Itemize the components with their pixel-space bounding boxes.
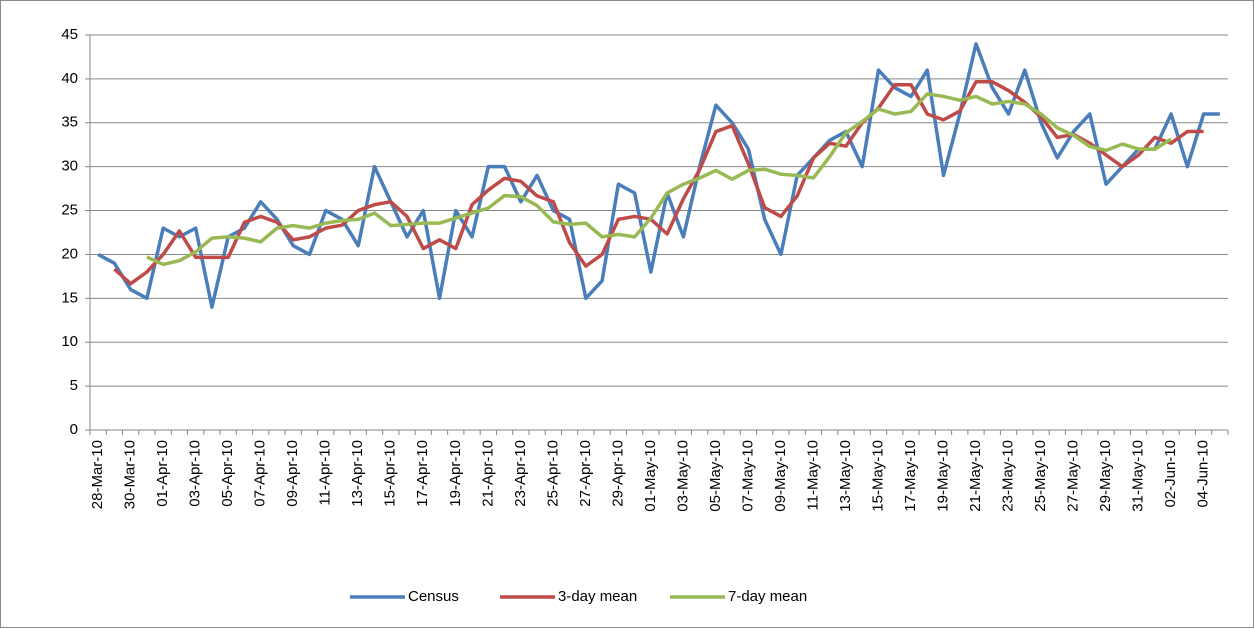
x-tick-label: 27-Apr-10 <box>577 440 594 507</box>
x-tick-label: 15-May-10 <box>869 440 886 512</box>
x-tick-label: 03-Apr-10 <box>187 440 204 507</box>
x-tick-label: 02-Jun-10 <box>1162 440 1179 508</box>
x-tick-label: 21-May-10 <box>967 440 984 512</box>
x-tick-label: 09-Apr-10 <box>284 440 301 507</box>
x-tick-label: 17-Apr-10 <box>414 440 431 507</box>
x-tick-label: 15-Apr-10 <box>382 440 399 507</box>
legend-label: Census <box>408 588 459 605</box>
x-tick-label: 03-May-10 <box>674 440 691 512</box>
x-tick-label: 27-May-10 <box>1065 440 1082 512</box>
y-tick-label: 5 <box>70 377 78 394</box>
y-tick-label: 20 <box>61 245 78 262</box>
x-tick-label: 05-May-10 <box>707 440 724 512</box>
y-tick-label: 40 <box>61 70 78 87</box>
x-tick-label: 11-Apr-10 <box>317 440 334 506</box>
x-tick-label: 05-Apr-10 <box>219 440 236 507</box>
y-tick-label: 25 <box>61 202 78 219</box>
y-tick-label: 10 <box>61 333 78 350</box>
x-tick-label: 01-May-10 <box>642 440 659 512</box>
x-tick-label: 13-May-10 <box>837 440 854 512</box>
x-tick-label: 30-Mar-10 <box>122 440 139 509</box>
series-line <box>113 80 1204 286</box>
x-tick-label: 13-Apr-10 <box>349 440 366 507</box>
x-tick-label: 09-May-10 <box>772 440 789 512</box>
y-tick-label: 30 <box>61 158 78 175</box>
x-tick-label: 07-Apr-10 <box>252 440 269 507</box>
x-tick-label: 19-May-10 <box>934 440 951 512</box>
x-tick-label: 11-May-10 <box>804 440 821 511</box>
x-tick-label: 07-May-10 <box>739 440 756 512</box>
x-tick-label: 19-Apr-10 <box>447 440 464 507</box>
legend-label: 7-day mean <box>728 588 807 605</box>
y-tick-label: 35 <box>61 114 78 131</box>
y-tick-label: 45 <box>61 26 78 43</box>
x-tick-label: 25-Apr-10 <box>544 440 561 507</box>
y-tick-label: 15 <box>61 289 78 306</box>
legend-label: 3-day mean <box>558 588 637 605</box>
x-tick-label: 29-Apr-10 <box>609 440 626 507</box>
x-tick-label: 04-Jun-10 <box>1195 440 1212 508</box>
x-tick-label: 01-Apr-10 <box>154 440 171 507</box>
x-tick-label: 31-May-10 <box>1130 440 1147 512</box>
x-tick-label: 28-Mar-10 <box>89 440 106 509</box>
y-tick-label: 0 <box>70 421 78 438</box>
x-tick-label: 23-Apr-10 <box>512 440 529 507</box>
x-tick-label: 21-Apr-10 <box>479 440 496 507</box>
x-tick-label: 23-May-10 <box>999 440 1016 512</box>
x-tick-label: 29-May-10 <box>1097 440 1114 512</box>
series-line <box>146 92 1173 267</box>
x-tick-label: 17-May-10 <box>902 440 919 512</box>
x-tick-label: 25-May-10 <box>1032 440 1049 512</box>
